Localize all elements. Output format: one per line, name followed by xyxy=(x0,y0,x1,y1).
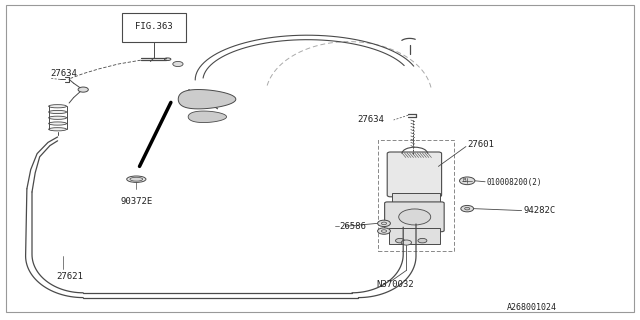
Circle shape xyxy=(401,240,412,245)
Circle shape xyxy=(78,87,88,92)
Text: A268001024: A268001024 xyxy=(507,303,557,312)
Ellipse shape xyxy=(127,176,146,182)
Ellipse shape xyxy=(49,116,67,119)
Circle shape xyxy=(399,209,431,225)
Text: 27601: 27601 xyxy=(467,140,494,149)
Ellipse shape xyxy=(49,110,67,114)
Text: 94282C: 94282C xyxy=(524,206,556,215)
Ellipse shape xyxy=(49,122,67,125)
Text: FIG.363: FIG.363 xyxy=(135,22,172,31)
Text: 27634: 27634 xyxy=(50,69,77,78)
FancyBboxPatch shape xyxy=(392,193,440,205)
Circle shape xyxy=(396,238,404,243)
Text: 27621: 27621 xyxy=(56,272,83,281)
Polygon shape xyxy=(179,90,236,109)
Ellipse shape xyxy=(164,58,171,60)
Bar xyxy=(122,13,186,42)
Text: 26586: 26586 xyxy=(339,222,366,231)
Ellipse shape xyxy=(49,105,67,108)
FancyBboxPatch shape xyxy=(389,228,440,244)
Circle shape xyxy=(378,220,390,227)
Ellipse shape xyxy=(49,128,67,131)
Text: 90372E: 90372E xyxy=(120,197,152,206)
Circle shape xyxy=(378,228,390,234)
Text: N370032: N370032 xyxy=(376,280,414,289)
Circle shape xyxy=(418,238,427,243)
FancyBboxPatch shape xyxy=(385,202,444,232)
Ellipse shape xyxy=(130,177,143,181)
Circle shape xyxy=(461,205,474,212)
Text: B: B xyxy=(462,178,466,183)
FancyBboxPatch shape xyxy=(387,152,442,197)
Polygon shape xyxy=(188,111,227,123)
Text: 27634: 27634 xyxy=(357,115,384,124)
Circle shape xyxy=(465,207,470,210)
Circle shape xyxy=(460,177,475,185)
Circle shape xyxy=(173,61,183,67)
Text: 010008200(2): 010008200(2) xyxy=(486,178,542,187)
